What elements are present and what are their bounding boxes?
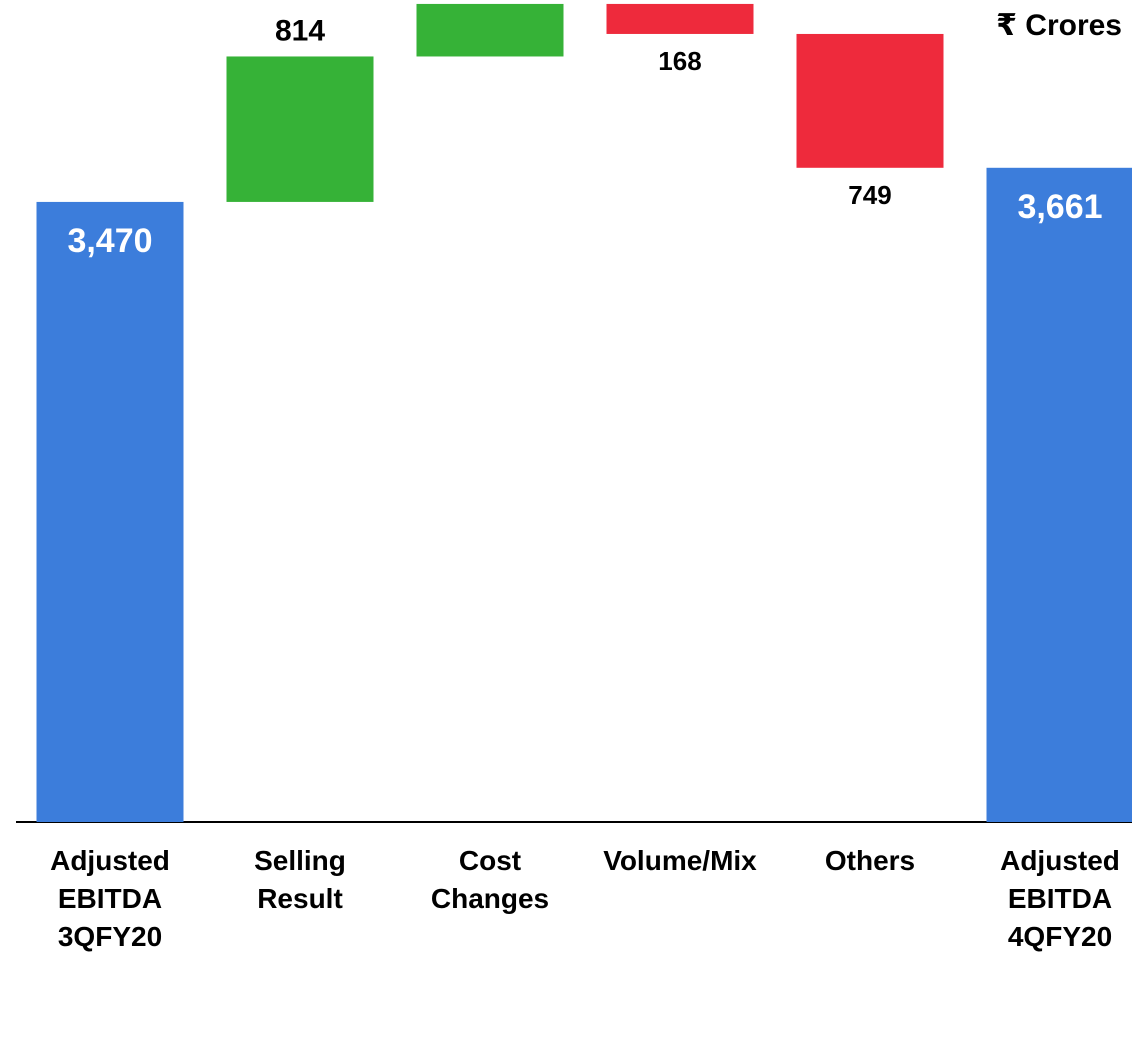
category-label-3-line-1: Cost	[459, 845, 521, 876]
data-label-2: 814	[275, 14, 325, 47]
category-label-3-line-2: Changes	[431, 883, 549, 914]
bar-4	[607, 4, 754, 34]
bar-5	[797, 34, 944, 168]
data-label-1: 3,470	[67, 222, 152, 260]
category-label-6-line-3: 4QFY20	[1008, 921, 1112, 952]
category-label-5-line-1: Others	[825, 845, 915, 876]
bar-1	[37, 202, 184, 822]
category-label-2-line-2: Result	[257, 883, 343, 914]
category-label-1-line-3: 3QFY20	[58, 921, 162, 952]
bar-3	[417, 4, 564, 57]
data-label-5: 749	[848, 180, 891, 210]
data-label-6: 3,661	[1017, 188, 1102, 226]
unit-label: ₹ Crores	[996, 8, 1122, 43]
category-label-1-line-1: Adjusted	[50, 845, 170, 876]
bar-6	[987, 168, 1132, 822]
data-label-4: 168	[658, 46, 701, 76]
category-label-6-line-1: Adjusted	[1000, 845, 1120, 876]
category-label-2-line-1: Selling	[254, 845, 346, 876]
category-label-1-line-2: EBITDA	[58, 883, 162, 914]
bar-2	[227, 56, 374, 201]
category-label-4-line-1: Volume/Mix	[603, 845, 757, 876]
category-label-6-line-2: EBITDA	[1008, 883, 1112, 914]
